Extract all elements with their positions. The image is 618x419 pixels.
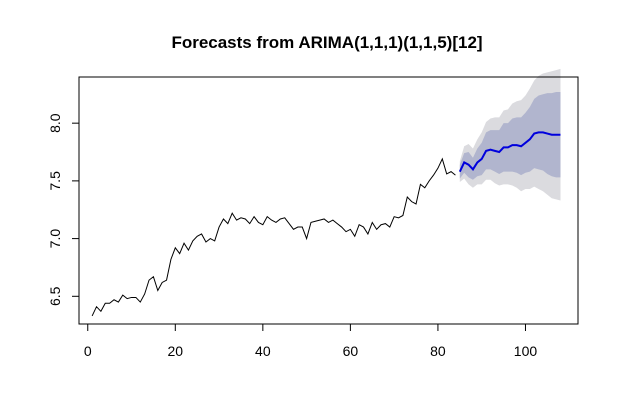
y-tick-label: 7.0 (47, 229, 63, 249)
series-lines (91, 131, 561, 317)
band-80-percent (459, 92, 561, 180)
y-axis: 6.5 7.0 7.5 8.0 (47, 113, 80, 306)
prediction-bands (459, 68, 561, 201)
x-axis: 0 20 40 60 80 100 (84, 323, 538, 359)
y-tick-label: 8.0 (47, 113, 63, 133)
observed-line (91, 157, 456, 317)
x-tick-label: 0 (84, 343, 92, 359)
chart-title: Forecasts from ARIMA(1,1,1)(1,1,5)[12] (171, 33, 482, 52)
y-tick-label: 6.5 (47, 286, 63, 306)
x-tick-label: 40 (255, 343, 271, 359)
x-tick-label: 100 (514, 343, 538, 359)
y-tick-label: 7.5 (47, 171, 63, 191)
forecast-line (458, 131, 561, 173)
x-tick-label: 60 (343, 343, 359, 359)
x-tick-label: 20 (168, 343, 184, 359)
x-tick-label: 80 (430, 343, 446, 359)
